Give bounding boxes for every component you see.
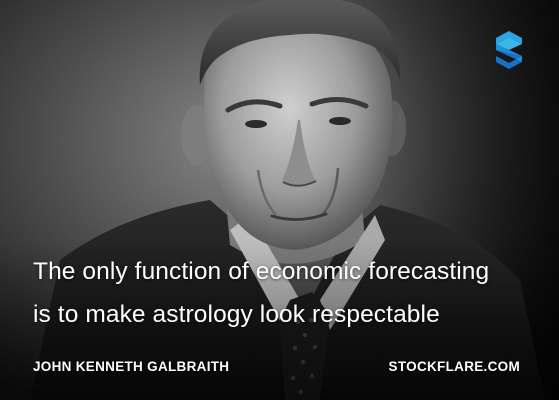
stockflare-s-logo-icon <box>496 31 522 69</box>
footer: JOHN KENNETH GALBRAITH STOCKFLARE.COM <box>33 357 520 375</box>
author-name: JOHN KENNETH GALBRAITH <box>33 358 230 374</box>
quote-text: The only function of economic forecastin… <box>33 250 543 336</box>
quote-line-1: The only function of economic forecastin… <box>33 258 490 285</box>
quote-line-2: is to make astrology look respectable <box>33 301 440 328</box>
site-link[interactable]: STOCKFLARE.COM <box>388 358 520 374</box>
